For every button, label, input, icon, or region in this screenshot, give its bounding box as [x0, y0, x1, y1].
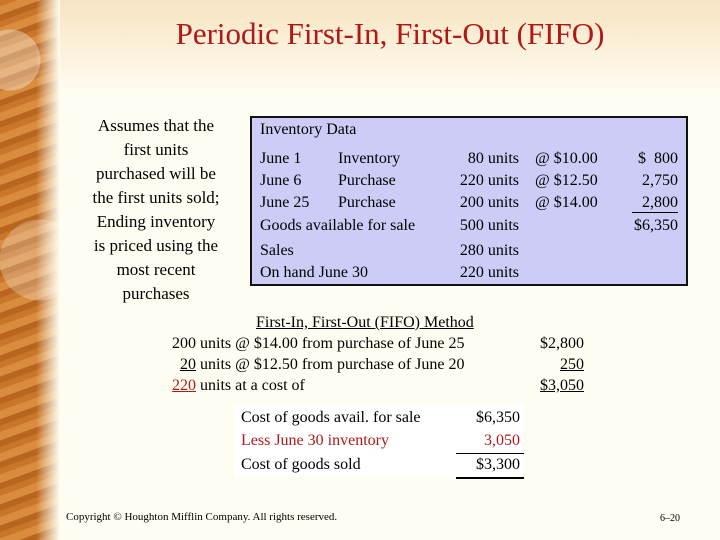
- slide-title: Periodic First-In, First-Out (FIFO): [175, 16, 605, 51]
- row-type: Purchase: [338, 194, 396, 211]
- on-hand-units: 220 units: [459, 264, 519, 281]
- fifo-description: Assumes that the first units purchased w…: [74, 114, 238, 306]
- row-type: Inventory: [338, 150, 401, 167]
- inventory-header: Inventory Data: [260, 121, 357, 138]
- cogs-row-3-value: $3,300: [476, 456, 520, 473]
- page-number: 6–20: [660, 513, 680, 524]
- description-line: the first units sold;: [92, 188, 220, 207]
- cogs-subtotal-rule: [456, 453, 524, 454]
- method-line-1: 200 units @ $14.00 from purchase of June…: [172, 335, 465, 352]
- cogs-row-1-value: $6,350: [476, 409, 520, 426]
- row-price: @ $12.50: [535, 172, 598, 189]
- cogs-total-rule: [456, 477, 524, 479]
- copyright-notice: Copyright © Houghton Mifflin Company. Al…: [66, 511, 338, 523]
- description-line: first units: [123, 140, 189, 159]
- description-line: is priced using the: [93, 236, 219, 255]
- cogs-row-3-label: Cost of goods sold: [241, 456, 361, 473]
- row-type: Purchase: [338, 172, 396, 189]
- row-date: June 25: [260, 194, 310, 211]
- method-line-2-text: units @ $12.50 from purchase of June 20: [196, 356, 465, 373]
- cogs-row-1-label: Cost of goods avail. for sale: [241, 409, 421, 426]
- on-hand-label: On hand June 30: [260, 264, 368, 281]
- goods-available-amount: $6,350: [634, 217, 678, 234]
- goods-available-label: Goods available for sale: [260, 217, 416, 234]
- method-line-2: 20 units @ $12.50 from purchase of June …: [180, 354, 464, 375]
- method-title: First-In, First-Out (FIFO) Method: [256, 314, 474, 331]
- method-line-2-amount: 250: [560, 356, 584, 373]
- description-line: most recent: [116, 260, 196, 279]
- total-rule: [632, 212, 678, 213]
- sales-label: Sales: [260, 242, 294, 259]
- method-line-3-amount: $3,050: [540, 377, 584, 394]
- cogs-row-2-label: Less June 30 inventory: [241, 432, 389, 449]
- row-units: 200 units: [459, 194, 519, 211]
- cost-of-goods-sold-box: Cost of goods avail. for sale $6,350 Les…: [234, 405, 524, 479]
- method-line-3-units: 220: [172, 377, 196, 394]
- description-line: Assumes that the: [97, 116, 215, 135]
- inventory-data-box: Inventory Data June 1 Inventory 80 units…: [250, 116, 688, 286]
- top-gradient-decoration: [0, 0, 720, 95]
- method-line-3: 220 units at a cost of: [172, 375, 305, 396]
- method-line-3-text: units at a cost of: [196, 377, 305, 394]
- description-line: purchases: [122, 284, 190, 303]
- method-line-1-amount: $2,800: [540, 335, 584, 352]
- row-units: 80 units: [467, 150, 519, 167]
- method-line-2-units: 20: [180, 356, 196, 373]
- left-background-decoration: [0, 0, 60, 540]
- row-price: @ $10.00: [535, 150, 598, 167]
- row-date: June 1: [260, 150, 302, 167]
- row-price: @ $14.00: [535, 194, 598, 211]
- row-amount: $ 800: [638, 150, 678, 167]
- row-amount: 2,800: [642, 194, 678, 211]
- cogs-row-2-value: 3,050: [484, 432, 520, 449]
- description-line: purchased will be: [96, 164, 216, 183]
- row-date: June 6: [260, 172, 302, 189]
- row-amount: 2,750: [642, 172, 678, 189]
- row-units: 220 units: [459, 172, 519, 189]
- sales-units: 280 units: [459, 242, 519, 259]
- goods-available-units: 500 units: [459, 217, 519, 234]
- description-line: Ending inventory: [96, 212, 216, 231]
